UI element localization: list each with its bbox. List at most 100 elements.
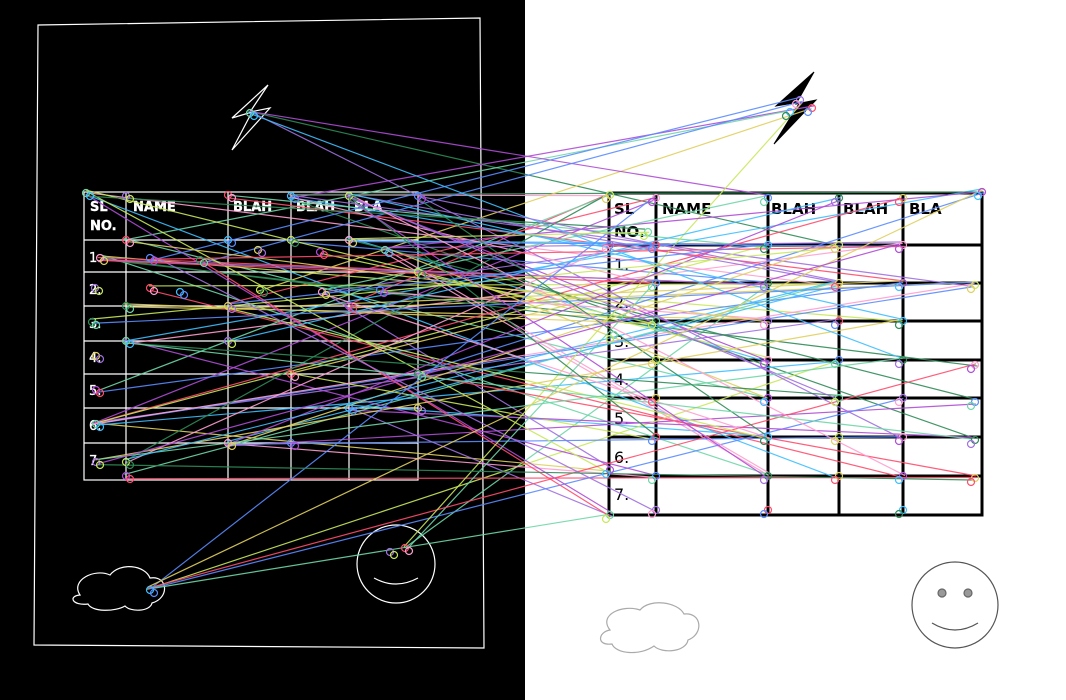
keypoint-marker: [830, 436, 840, 446]
match-line: [150, 254, 655, 512]
keypoint-marker: [803, 107, 813, 117]
keypoint-marker: [830, 359, 840, 369]
match-line: [385, 248, 771, 475]
keypoint-marker: [830, 282, 840, 292]
keypoint-marker: [290, 194, 300, 204]
match-line: [95, 197, 902, 424]
match-line: [291, 194, 974, 288]
match-line: [257, 107, 812, 293]
left-edge-image: [33, 17, 485, 649]
keypoint-marker: [417, 372, 427, 382]
keypoint-marker: [348, 238, 358, 248]
keypoint-marker: [348, 304, 358, 314]
match-line: [227, 243, 768, 305]
keypoint-marker: [85, 191, 95, 201]
match-line: [98, 360, 839, 426]
match-line: [247, 110, 841, 247]
keypoint-marker: [601, 514, 611, 524]
match-line: [351, 194, 906, 477]
keypoint-marker: [404, 546, 414, 556]
match-line: [96, 286, 973, 425]
keypoint-marker: [791, 99, 801, 109]
match-line: [248, 112, 901, 359]
keypoint-marker: [894, 475, 904, 485]
match-line: [99, 259, 657, 284]
keypoint-marker: [647, 244, 657, 254]
match-line: [151, 96, 802, 261]
match-line: [251, 111, 903, 440]
keypoint-marker: [125, 304, 135, 314]
keypoint-marker: [966, 439, 976, 449]
match-line: [93, 282, 975, 425]
match-line: [226, 280, 904, 310]
keypoint-marker: [830, 397, 840, 407]
keypoint-marker: [417, 406, 427, 416]
keypoint-marker: [94, 286, 104, 296]
match-line: [152, 513, 609, 589]
keypoint-marker: [149, 588, 159, 598]
keypoint-marker: [257, 248, 267, 258]
keypoint-marker: [379, 288, 389, 298]
match-line: [148, 397, 904, 590]
keypoint-marker: [830, 197, 840, 207]
keypoint-marker: [601, 469, 611, 479]
match-line: [124, 246, 611, 464]
keypoint-marker: [95, 422, 105, 432]
match-line: [288, 241, 768, 283]
keypoint-marker: [966, 477, 976, 487]
keypoint-marker: [759, 282, 769, 292]
match-line: [95, 318, 903, 461]
keypoint-marker: [647, 397, 657, 407]
match-line: [200, 260, 610, 517]
lightning-icon: [773, 71, 818, 145]
keypoint-marker: [894, 197, 904, 207]
keypoint-marker: [759, 397, 769, 407]
match-line: [323, 245, 655, 293]
match-line: [98, 243, 901, 465]
keypoint-marker: [227, 304, 237, 314]
keypoint-marker: [601, 194, 611, 204]
right-row-label: 6.: [614, 448, 629, 467]
keypoint-marker: [125, 474, 135, 484]
left-row-label: 4.: [89, 351, 101, 366]
keypoint-marker: [348, 194, 358, 204]
match-line: [124, 280, 837, 461]
match-line: [417, 373, 976, 477]
keypoint-marker: [759, 509, 769, 519]
keypoint-marker: [417, 270, 427, 280]
keypoint-marker: [647, 282, 657, 292]
keypoint-marker: [830, 244, 840, 254]
keypoint-marker: [227, 339, 237, 349]
match-line: [100, 258, 769, 286]
keypoint-marker: [759, 436, 769, 446]
keypoint-markers: [81, 95, 987, 598]
match-line: [125, 194, 608, 462]
keypoint-marker: [639, 231, 649, 241]
left-header-no: NO.: [90, 219, 117, 234]
keypoint-marker: [647, 359, 657, 369]
keypoint-marker: [894, 397, 904, 407]
keypoint-marker: [647, 509, 657, 519]
left-header-blah-1: BLAH: [233, 200, 272, 215]
keypoint-marker: [125, 339, 135, 349]
keypoint-marker: [290, 441, 300, 451]
keypoint-marker: [647, 475, 657, 485]
match-line: [249, 110, 768, 196]
match-line: [347, 198, 770, 480]
match-line: [101, 254, 769, 476]
page-border: [33, 17, 485, 649]
match-line: [406, 279, 658, 550]
match-line: [289, 194, 608, 197]
right-row-label: 1.: [614, 255, 629, 274]
match-line: [85, 193, 839, 480]
smiley-face-icon: [911, 561, 999, 649]
keypoint-marker: [95, 388, 105, 398]
match-line: [346, 193, 837, 283]
keypoint-marker: [99, 256, 109, 266]
keypoint-marker: [259, 288, 269, 298]
keypoint-marker: [95, 354, 105, 364]
match-line: [97, 463, 973, 481]
keypoint-marker: [894, 282, 904, 292]
keypoint-marker: [227, 193, 237, 203]
